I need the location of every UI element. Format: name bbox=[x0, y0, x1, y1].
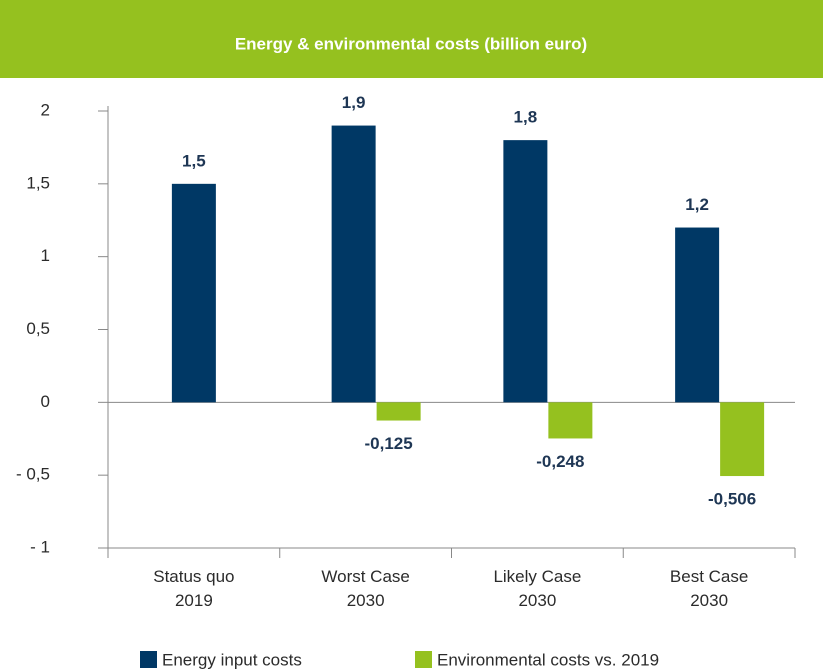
value-label: 1,8 bbox=[514, 108, 538, 127]
value-label: 1,2 bbox=[685, 195, 709, 214]
x-tick-label: Status quo 2019 bbox=[153, 567, 234, 610]
value-label: -0,248 bbox=[536, 452, 584, 471]
value-label: 1,5 bbox=[182, 151, 206, 170]
legend-label: Environmental costs vs. 2019 bbox=[437, 650, 659, 669]
legend-swatch bbox=[140, 651, 157, 668]
y-tick-label: - 0,5 bbox=[16, 465, 50, 484]
x-tick-label: Likely Case 2030 bbox=[493, 567, 581, 610]
header-band bbox=[0, 0, 823, 78]
value-label: -0,506 bbox=[708, 490, 756, 509]
y-tick-label: 0,5 bbox=[26, 319, 50, 338]
bar bbox=[331, 125, 376, 403]
value-label: 1,9 bbox=[342, 93, 366, 112]
bar bbox=[675, 227, 720, 403]
x-tick-label: Worst Case 2030 bbox=[321, 567, 410, 610]
y-tick-label: 2 bbox=[41, 100, 50, 119]
y-tick-label: 0 bbox=[41, 392, 50, 411]
legend-label: Energy input costs bbox=[162, 650, 302, 669]
x-tick-label: Best Case 2030 bbox=[670, 567, 748, 610]
bar bbox=[503, 140, 548, 403]
bar bbox=[720, 402, 765, 477]
chart-title: Energy & environmental costs (billion eu… bbox=[235, 34, 587, 53]
legend-swatch bbox=[415, 651, 432, 668]
y-tick-label: 1,5 bbox=[26, 173, 50, 192]
bar bbox=[548, 402, 593, 439]
bar bbox=[376, 402, 421, 421]
value-label: -0,125 bbox=[365, 434, 413, 453]
y-tick-label: 1 bbox=[41, 246, 50, 265]
y-tick-label: - 1 bbox=[30, 537, 50, 556]
bar bbox=[171, 183, 216, 403]
